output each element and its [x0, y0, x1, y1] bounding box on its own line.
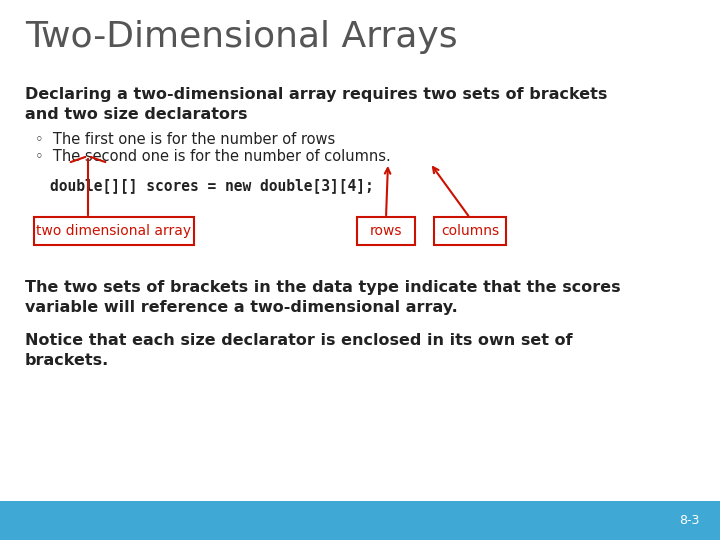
Text: Notice that each size declarator is enclosed in its own set of
brackets.: Notice that each size declarator is encl…: [25, 333, 572, 368]
Bar: [0, 501, 720, 540]
Text: ◦  The first one is for the number of rows: ◦ The first one is for the number of row…: [35, 132, 336, 147]
Text: two dimensional array: two dimensional array: [37, 224, 192, 238]
FancyBboxPatch shape: [357, 217, 415, 245]
Text: ◦  The second one is for the number of columns.: ◦ The second one is for the number of co…: [35, 149, 391, 164]
Text: The two sets of brackets in the data type indicate that the scores
variable will: The two sets of brackets in the data typ…: [25, 280, 621, 315]
Text: Declaring a two-dimensional array requires two sets of brackets
and two size dec: Declaring a two-dimensional array requir…: [25, 87, 608, 123]
Text: double[][] scores = new double[3][4];: double[][] scores = new double[3][4];: [50, 178, 374, 193]
Text: 8-3: 8-3: [680, 514, 700, 527]
Text: Two-Dimensional Arrays: Two-Dimensional Arrays: [25, 20, 458, 54]
Text: columns: columns: [441, 224, 499, 238]
FancyBboxPatch shape: [34, 217, 194, 245]
FancyBboxPatch shape: [434, 217, 506, 245]
Text: rows: rows: [370, 224, 402, 238]
